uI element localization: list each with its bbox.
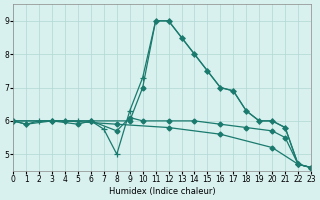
X-axis label: Humidex (Indice chaleur): Humidex (Indice chaleur) xyxy=(109,187,215,196)
